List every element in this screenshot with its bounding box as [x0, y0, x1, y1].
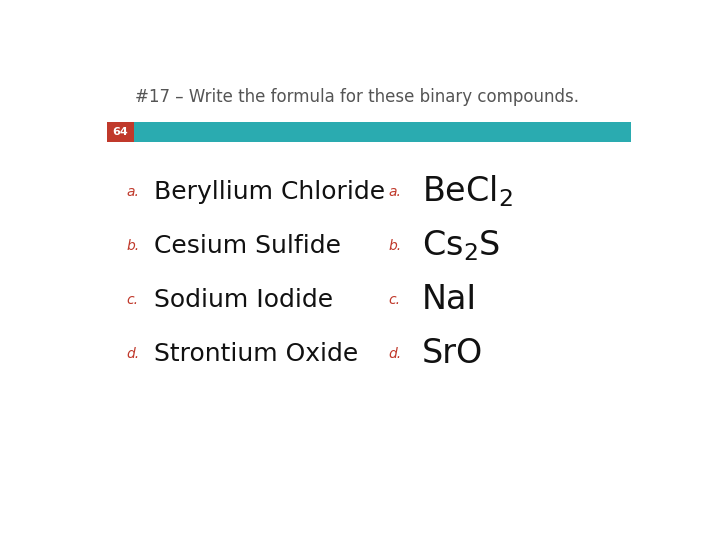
- Text: b.: b.: [389, 239, 402, 253]
- Text: Beryllium Chloride: Beryllium Chloride: [154, 180, 385, 204]
- Text: 64: 64: [112, 127, 128, 137]
- Text: SrO: SrO: [422, 338, 483, 370]
- Text: a.: a.: [389, 185, 402, 199]
- Text: c.: c.: [389, 293, 400, 307]
- Text: d.: d.: [389, 347, 402, 361]
- FancyBboxPatch shape: [107, 122, 133, 141]
- Text: Cesium Sulfide: Cesium Sulfide: [154, 234, 341, 258]
- Text: a.: a.: [126, 185, 139, 199]
- Text: d.: d.: [126, 347, 140, 361]
- Text: c.: c.: [126, 293, 138, 307]
- Text: BeCl$_2$: BeCl$_2$: [422, 174, 513, 210]
- Text: Strontium Oxide: Strontium Oxide: [154, 342, 359, 366]
- Text: NaI: NaI: [422, 283, 477, 316]
- Text: b.: b.: [126, 239, 140, 253]
- Text: Sodium Iodide: Sodium Iodide: [154, 288, 333, 312]
- Text: Cs$_2$S: Cs$_2$S: [422, 228, 500, 263]
- FancyBboxPatch shape: [107, 122, 631, 141]
- Text: #17 – Write the formula for these binary compounds.: #17 – Write the formula for these binary…: [135, 87, 579, 106]
